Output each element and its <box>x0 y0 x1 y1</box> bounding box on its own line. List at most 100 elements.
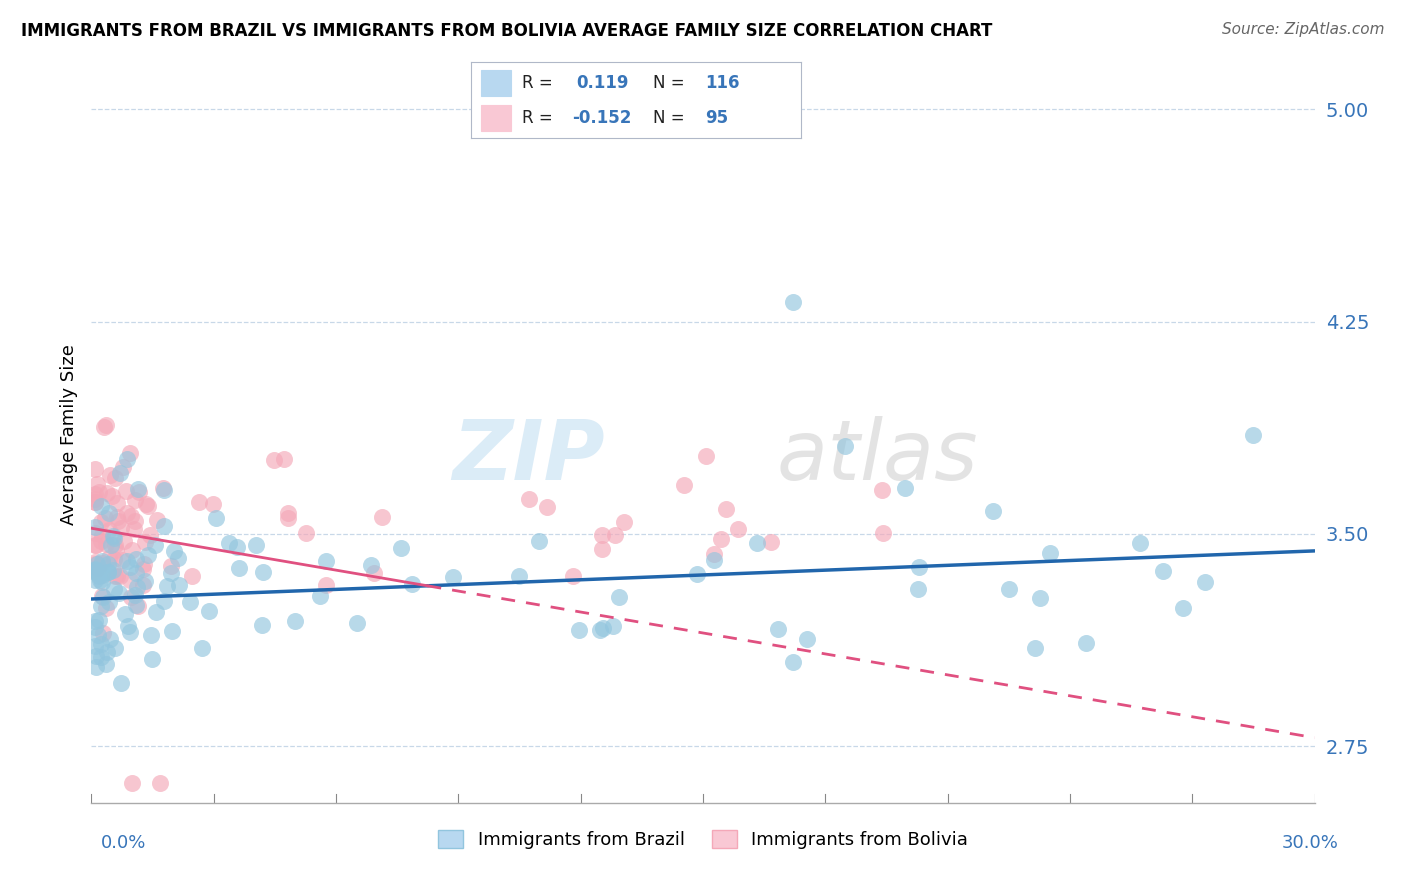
Point <box>103 582 125 596</box>
Legend: Immigrants from Brazil, Immigrants from Bolivia: Immigrants from Brazil, Immigrants from … <box>430 823 976 856</box>
Point <box>759 535 782 549</box>
Point <box>592 621 614 635</box>
Point <box>100 538 122 552</box>
Point <box>124 588 146 602</box>
Point <box>91 554 114 568</box>
Point <box>166 551 188 566</box>
Point <box>84 525 107 540</box>
Text: N =: N = <box>652 74 685 92</box>
Point <box>1153 564 1175 578</box>
Point <box>163 544 186 558</box>
Point <box>252 565 274 579</box>
Point <box>101 563 124 577</box>
Point <box>1029 591 1052 606</box>
Point <box>389 541 412 556</box>
Point <box>114 607 136 621</box>
Point <box>152 518 174 533</box>
Point <box>94 511 117 525</box>
Point <box>602 619 624 633</box>
Point <box>277 511 299 525</box>
Point <box>93 420 115 434</box>
Point <box>89 573 111 587</box>
Point <box>103 552 125 566</box>
Point <box>84 562 107 576</box>
Point <box>84 614 107 628</box>
Text: -0.152: -0.152 <box>572 109 631 127</box>
Point <box>872 483 894 498</box>
Text: atlas: atlas <box>776 417 979 498</box>
Point <box>401 577 423 591</box>
Point <box>101 529 124 543</box>
Point <box>1129 536 1152 550</box>
Point <box>98 632 121 646</box>
Text: 30.0%: 30.0% <box>1282 834 1339 852</box>
Point <box>97 558 120 572</box>
Point <box>228 561 250 575</box>
Point <box>121 776 143 790</box>
Point <box>152 483 174 497</box>
Point <box>714 501 737 516</box>
Text: IMMIGRANTS FROM BRAZIL VS IMMIGRANTS FROM BOLIVIA AVERAGE FAMILY SIZE CORRELATIO: IMMIGRANTS FROM BRAZIL VS IMMIGRANTS FRO… <box>21 22 993 40</box>
Point <box>115 452 138 467</box>
Point <box>141 627 163 641</box>
Point <box>84 563 107 577</box>
Point <box>86 649 108 664</box>
Point <box>592 528 614 542</box>
Point <box>105 569 128 583</box>
Point <box>768 622 790 636</box>
Point <box>146 513 169 527</box>
Point <box>149 776 172 790</box>
Point <box>108 569 131 583</box>
Point <box>536 500 558 515</box>
Point <box>908 560 931 574</box>
Point <box>84 492 107 507</box>
Point <box>145 605 167 619</box>
Point <box>127 482 149 496</box>
Point <box>284 614 307 628</box>
Point <box>84 519 107 533</box>
Point <box>695 449 717 463</box>
Point <box>225 540 247 554</box>
Point <box>84 495 107 509</box>
Text: R =: R = <box>522 74 553 92</box>
Point <box>1194 574 1216 589</box>
Point <box>90 499 112 513</box>
Point <box>94 537 117 551</box>
Point <box>132 562 155 576</box>
Point <box>105 510 128 524</box>
Point <box>181 569 204 583</box>
Point <box>1024 641 1046 656</box>
Point <box>84 486 107 500</box>
Point <box>139 527 162 541</box>
Point <box>981 504 1004 518</box>
Point <box>796 632 818 647</box>
Point <box>87 628 110 642</box>
Point <box>128 484 150 499</box>
Point <box>703 547 725 561</box>
Point <box>135 497 157 511</box>
Point <box>84 565 107 579</box>
Point <box>132 578 155 592</box>
Point <box>90 650 112 665</box>
Point <box>98 467 121 482</box>
Point <box>529 534 551 549</box>
Point <box>153 594 176 608</box>
Text: N =: N = <box>652 109 685 127</box>
Text: ZIP: ZIP <box>453 417 605 498</box>
Point <box>201 497 224 511</box>
Text: 0.0%: 0.0% <box>101 834 146 852</box>
Point <box>245 537 267 551</box>
Y-axis label: Average Family Size: Average Family Size <box>59 344 77 525</box>
Point <box>84 563 107 577</box>
Point <box>1173 600 1195 615</box>
Point <box>107 515 129 529</box>
Point <box>120 508 142 523</box>
Point <box>1243 428 1265 442</box>
Point <box>134 574 156 589</box>
Point <box>96 565 118 579</box>
Point <box>782 294 804 309</box>
Point <box>84 564 107 578</box>
Point <box>94 657 117 671</box>
Point <box>605 528 627 542</box>
Point <box>104 471 127 485</box>
